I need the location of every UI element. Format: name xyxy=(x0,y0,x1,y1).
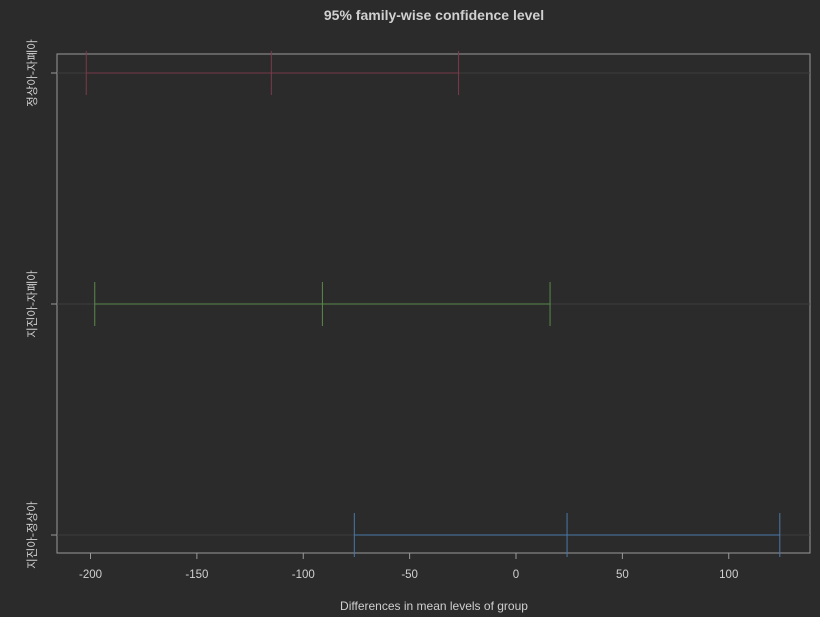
confidence-intervals xyxy=(85,51,781,557)
confidence-interval xyxy=(353,513,781,557)
confidence-interval xyxy=(85,51,460,95)
x-tick-label: -200 xyxy=(79,569,102,581)
confidence-interval xyxy=(94,282,551,326)
x-tick-label: 0 xyxy=(513,569,519,581)
x-tick-label: 100 xyxy=(719,569,738,581)
x-axis-label: Differences in mean levels of group xyxy=(340,599,528,613)
comparison-label: 지진아-자폐아 xyxy=(25,270,39,338)
comparison-label: 정상아-자폐아 xyxy=(25,39,39,107)
x-axis: -200 -150 -100 -50 0 50 100 xyxy=(79,553,738,581)
x-tick-label: 50 xyxy=(616,569,629,581)
x-tick-label: -50 xyxy=(401,569,418,581)
x-tick-label: -150 xyxy=(185,569,208,581)
x-tick-label: -100 xyxy=(292,569,315,581)
comparison-label: 지진아-정상아 xyxy=(25,501,39,569)
chart-title: 95% family-wise confidence level xyxy=(324,7,544,23)
